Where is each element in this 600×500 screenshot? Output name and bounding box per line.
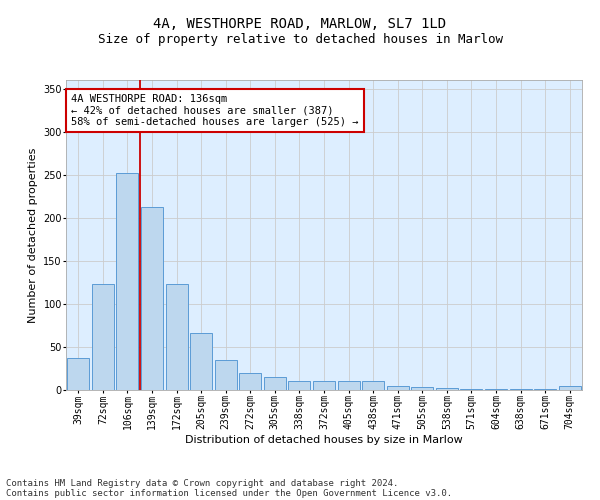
Bar xyxy=(141,208,163,390)
Bar xyxy=(239,373,262,390)
Bar xyxy=(92,284,114,390)
Text: Contains public sector information licensed under the Open Government Licence v3: Contains public sector information licen… xyxy=(6,488,452,498)
X-axis label: Distribution of detached houses by size in Marlow: Distribution of detached houses by size … xyxy=(185,435,463,445)
Bar xyxy=(289,380,310,390)
Bar xyxy=(264,377,286,390)
Bar xyxy=(215,360,237,390)
Bar xyxy=(338,382,359,390)
Bar xyxy=(509,389,532,390)
Bar xyxy=(116,173,139,390)
Bar xyxy=(559,386,581,390)
Text: Contains HM Land Registry data © Crown copyright and database right 2024.: Contains HM Land Registry data © Crown c… xyxy=(6,478,398,488)
Text: 4A, WESTHORPE ROAD, MARLOW, SL7 1LD: 4A, WESTHORPE ROAD, MARLOW, SL7 1LD xyxy=(154,18,446,32)
Bar xyxy=(362,382,384,390)
Bar xyxy=(67,358,89,390)
Bar xyxy=(436,388,458,390)
Bar xyxy=(460,389,482,390)
Text: Size of property relative to detached houses in Marlow: Size of property relative to detached ho… xyxy=(97,32,503,46)
Bar xyxy=(485,389,507,390)
Bar xyxy=(534,389,556,390)
Text: 4A WESTHORPE ROAD: 136sqm
← 42% of detached houses are smaller (387)
58% of semi: 4A WESTHORPE ROAD: 136sqm ← 42% of detac… xyxy=(71,94,359,127)
Bar xyxy=(386,386,409,390)
Bar xyxy=(190,333,212,390)
Y-axis label: Number of detached properties: Number of detached properties xyxy=(28,148,38,322)
Bar xyxy=(411,388,433,390)
Bar xyxy=(313,382,335,390)
Bar xyxy=(166,284,188,390)
